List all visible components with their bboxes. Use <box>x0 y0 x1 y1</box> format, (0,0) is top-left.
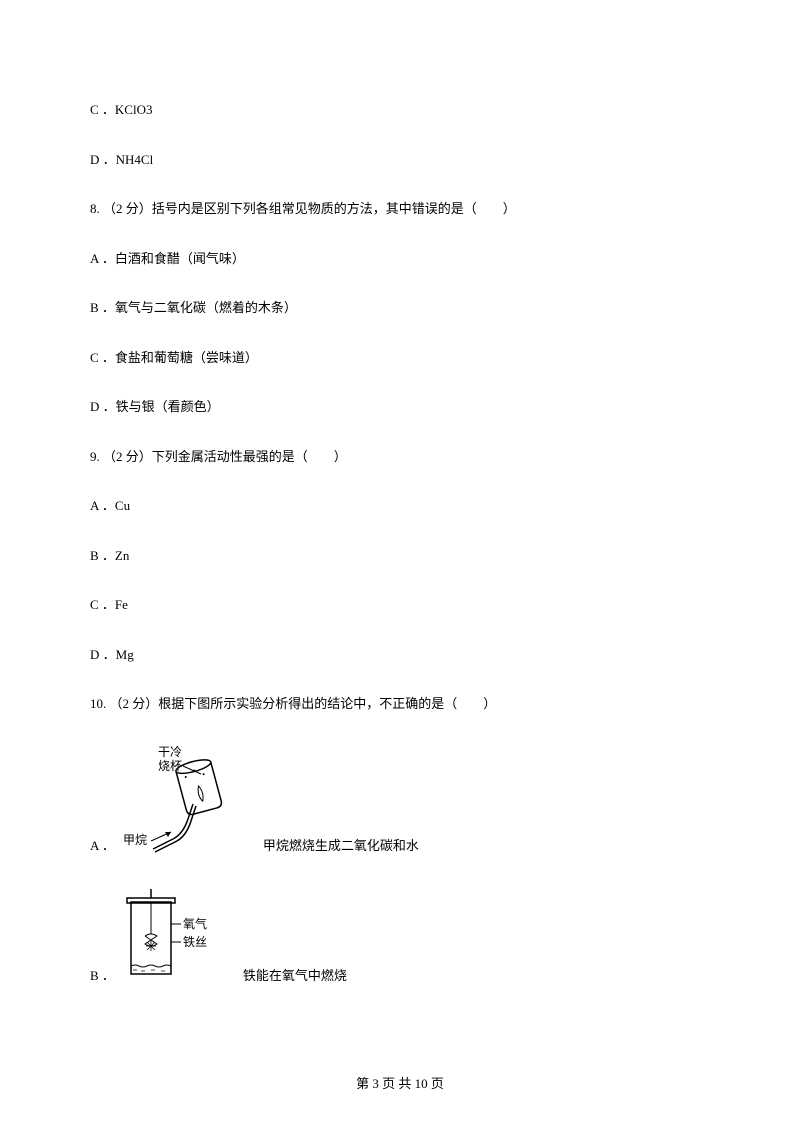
q9-stem: 9. （2 分）下列金属活动性最强的是（ ） <box>90 447 710 467</box>
iron-oxygen-diagram: 氧气 铁丝 <box>123 884 223 984</box>
q8-option-b: B ．氧气与二氧化碳（燃着的木条） <box>90 298 710 318</box>
q9-option-a: A ．Cu <box>90 496 710 516</box>
page-content: C ．KClO3 D ．NH4Cl 8. （2 分）括号内是区别下列各组常见物质… <box>0 0 800 1054</box>
q8-option-d-text: D ．铁与银（看颜色） <box>90 397 220 417</box>
page-footer: 第 3 页 共 10 页 <box>0 1073 800 1092</box>
beaker-methane-diagram: 干冷 烧杯 甲烷 <box>123 744 243 854</box>
q10-option-a-text: 甲烷燃烧生成二氧化碳和水 <box>263 835 419 854</box>
q8-option-a: A ．白酒和食醋（闻气味） <box>90 249 710 269</box>
q8-stem: 8. （2 分）括号内是区别下列各组常见物质的方法，其中错误的是（ ） <box>90 199 710 219</box>
q9-option-d-text: D ．Mg <box>90 645 134 665</box>
diagram-a-label-bottom: 甲烷 <box>123 833 147 847</box>
q8-option-a-text: A ．白酒和食醋（闻气味） <box>90 249 245 269</box>
diagram-a-label-top2: 烧杯 <box>158 759 182 773</box>
q10-stem: 10. （2 分）根据下图所示实验分析得出的结论中，不正确的是（ ） <box>90 694 710 714</box>
q7-option-c-text: C ．KClO3 <box>90 100 152 120</box>
q7-option-c: C ．KClO3 <box>90 100 710 120</box>
q7-option-d-text: D ．NH4Cl <box>90 150 153 170</box>
q8-option-c: C ．食盐和葡萄糖（尝味道） <box>90 348 710 368</box>
q10-option-b-label: B ． <box>90 965 115 984</box>
q10-option-a: A ． 干冷 烧杯 甲烷 <box>90 744 710 854</box>
q10-stem-text: 10. （2 分）根据下图所示实验分析得出的结论中，不正确的是（ ） <box>90 694 496 714</box>
diagram-a-label-top: 干冷 <box>158 745 182 759</box>
page-number: 第 3 页 共 10 页 <box>356 1076 444 1091</box>
q9-option-c-text: C ．Fe <box>90 595 128 615</box>
q9-stem-text: 9. （2 分）下列金属活动性最强的是（ ） <box>90 447 347 467</box>
q9-option-c: C ．Fe <box>90 595 710 615</box>
q10-option-b: B ． <box>90 884 710 984</box>
q8-option-d: D ．铁与银（看颜色） <box>90 397 710 417</box>
q10-option-b-text: 铁能在氧气中燃烧 <box>243 965 347 984</box>
q8-option-b-text: B ．氧气与二氧化碳（燃着的木条） <box>90 298 297 318</box>
q9-option-b: B ．Zn <box>90 546 710 566</box>
q7-option-d: D ．NH4Cl <box>90 150 710 170</box>
q9-option-d: D ．Mg <box>90 645 710 665</box>
q8-stem-text: 8. （2 分）括号内是区别下列各组常见物质的方法，其中错误的是（ ） <box>90 199 516 219</box>
q9-option-b-text: B ．Zn <box>90 546 129 566</box>
diagram-b-label1: 氧气 <box>183 916 207 931</box>
q10-option-a-label: A ． <box>90 835 115 854</box>
q8-option-c-text: C ．食盐和葡萄糖（尝味道） <box>90 348 258 368</box>
diagram-b-label2: 铁丝 <box>183 935 207 949</box>
q9-option-a-text: A ．Cu <box>90 496 130 516</box>
